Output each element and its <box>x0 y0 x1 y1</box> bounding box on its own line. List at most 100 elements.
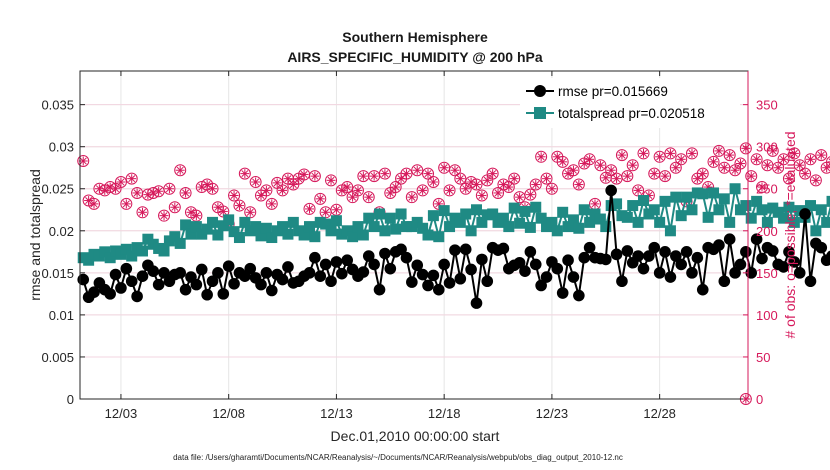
obs-evaluated-point-77 <box>493 188 503 198</box>
legend-totalspread-label: totalspread pr=0.020518 <box>558 106 705 121</box>
totalspread-series <box>77 183 830 266</box>
rmse-point-45 <box>319 258 332 271</box>
legend-totalspread-marker <box>534 107 546 119</box>
obs-evaluated-point-80-stroke-3 <box>510 175 518 183</box>
rmse-point-44 <box>314 270 327 283</box>
rmse-point-10 <box>131 290 143 303</box>
totalspread-point-55 <box>374 208 386 220</box>
x-axis-ticks: 12/03 12/08 12/13 12/18 12/23 12/28 <box>105 71 676 421</box>
obs-evaluated-point-65-stroke-3 <box>429 178 437 186</box>
obs-possible-point-98 <box>605 164 618 177</box>
obs-evaluated-point-36-stroke-3 <box>273 179 281 187</box>
obs-evaluated-point-121 <box>730 165 740 175</box>
obs-evaluated-point-128-stroke-3 <box>769 147 777 155</box>
obs-evaluated-point-110 <box>671 163 681 173</box>
obs-evaluated-point-7 <box>116 177 126 187</box>
obs-possible-point-102 <box>626 159 639 172</box>
obs-evaluated-point-129 <box>773 163 783 173</box>
obs-possible-point-111 <box>675 153 688 166</box>
totalspread-point-52 <box>357 229 369 241</box>
obs-evaluated-point-63 <box>418 185 428 195</box>
obs-possible-point-85 <box>535 150 548 163</box>
obs-evaluated-point-62 <box>412 165 422 175</box>
rmse-point-47 <box>330 256 343 268</box>
totalspread-point-18 <box>174 237 186 249</box>
rmse-point-109 <box>664 271 677 283</box>
obs-evaluated-point-32 <box>251 177 261 187</box>
obs-possible-point-132 <box>788 147 801 160</box>
obs-evaluated-point-133 <box>795 160 805 170</box>
obs-evaluated-point-106 <box>649 169 659 179</box>
obs-evaluated-point-24-stroke-3 <box>208 185 217 193</box>
totalspread-point-117 <box>708 187 720 199</box>
rmse-point-5 <box>104 288 116 300</box>
obs-possible-point-19 <box>179 186 192 199</box>
rmse-point-7 <box>115 282 127 294</box>
obs-possible-point-128 <box>766 144 779 157</box>
obs-possible-point-126 <box>756 181 769 194</box>
obs-possible-point-46 <box>325 174 338 187</box>
rmse-point-113 <box>686 267 698 279</box>
obs-possible-point-29 <box>233 199 246 212</box>
obs-evaluated-point-17-stroke-3 <box>171 203 179 211</box>
obs-evaluated-point-67-stroke-3 <box>440 164 448 172</box>
rmse-point-59 <box>395 243 407 256</box>
obs-evaluated-point-107-stroke-3 <box>656 153 664 161</box>
obs-possible-point-118 <box>712 144 725 157</box>
rmse-point-103 <box>632 250 644 262</box>
obs-evaluated-point-66-stroke-3 <box>435 200 443 208</box>
rmse-point-6 <box>109 268 122 281</box>
totalspread-point-78 <box>497 212 509 224</box>
rmse-point-28 <box>228 277 240 290</box>
obs-evaluated-point-137-stroke-3 <box>817 151 825 159</box>
obs-evaluated-point-4 <box>100 185 110 195</box>
obs-evaluated-point-137 <box>816 150 826 160</box>
obs-evaluated-point-67 <box>439 163 449 173</box>
obs-evaluated-point-90-stroke-3 <box>564 170 572 178</box>
obs-evaluated-point-18-stroke-3 <box>176 166 184 174</box>
totalspread-point-24 <box>207 216 219 228</box>
totalspread-point-110 <box>670 191 682 203</box>
obs-evaluated-point-65 <box>428 177 438 187</box>
rmse-point-82 <box>519 265 531 277</box>
obs-possible-point-89 <box>556 155 569 168</box>
obs-possible-point-18 <box>174 164 187 177</box>
obs-evaluated-point-8-stroke-3 <box>122 200 130 208</box>
totalspread-point-81 <box>514 217 526 229</box>
rmse-point-97 <box>599 253 612 266</box>
obs-evaluated-point-101 <box>622 171 632 181</box>
totalspread-point-79 <box>503 221 515 233</box>
totalspread-point-123 <box>740 200 752 212</box>
rmse-point-108 <box>659 246 671 258</box>
obs-evaluated-point-81-stroke-3 <box>516 193 524 201</box>
rmse-point-121 <box>729 267 741 279</box>
totalspread-point-15 <box>158 245 170 257</box>
rmse-point-69 <box>449 244 461 256</box>
obs-evaluated-point-42 <box>304 204 314 214</box>
obs-evaluated-point-99-stroke-3 <box>613 175 621 183</box>
obs-evaluated-point-107 <box>655 152 665 162</box>
totalspread-point-49 <box>341 225 353 237</box>
obs-evaluated-point-83 <box>525 190 535 200</box>
rmse-point-130 <box>777 261 790 273</box>
totalspread-point-38 <box>282 228 294 240</box>
obs-evaluated-point-2 <box>89 199 99 209</box>
obs-possible-point-28 <box>228 189 241 202</box>
obs-possible-point-130 <box>777 153 790 166</box>
obs-evaluated-point-47-stroke-3 <box>332 206 340 214</box>
totalspread-point-103 <box>632 216 644 228</box>
obs-evaluated-point-51 <box>353 185 363 195</box>
obs-evaluated-point-30 <box>240 169 250 179</box>
obs-possible-point-32 <box>249 176 262 189</box>
obs-evaluated-point-128 <box>768 146 778 156</box>
obs-possible-point-16 <box>163 182 176 195</box>
obs-evaluated-point-48 <box>337 185 347 195</box>
rmse-point-71 <box>459 243 472 256</box>
totalspread-point-137 <box>815 204 827 216</box>
obs-evaluated-point-74-stroke-3 <box>478 191 486 200</box>
rmse-point-66 <box>432 283 445 296</box>
obs-evaluated-point-97-stroke-3 <box>602 174 610 182</box>
obs-evaluated-point-124-stroke-3 <box>747 172 755 180</box>
obs-evaluated-point-23-stroke-3 <box>203 181 211 189</box>
rmse-point-37 <box>276 273 289 286</box>
